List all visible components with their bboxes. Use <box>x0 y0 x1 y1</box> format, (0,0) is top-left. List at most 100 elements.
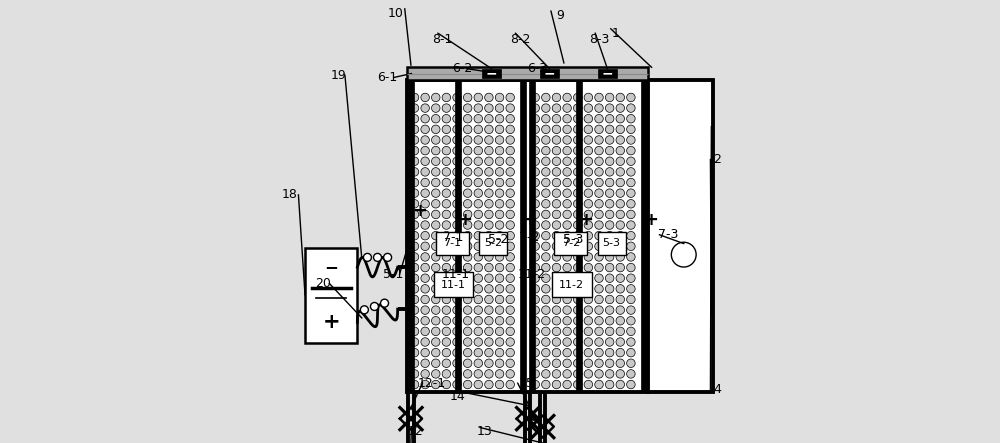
Circle shape <box>495 359 504 368</box>
Circle shape <box>627 369 635 378</box>
Circle shape <box>463 306 472 315</box>
Circle shape <box>442 359 451 368</box>
Circle shape <box>627 338 635 346</box>
Circle shape <box>463 274 472 283</box>
Circle shape <box>616 93 625 102</box>
Circle shape <box>474 221 483 229</box>
Circle shape <box>410 146 419 155</box>
Circle shape <box>410 242 419 251</box>
Circle shape <box>616 178 625 187</box>
Circle shape <box>531 369 539 378</box>
Text: −: − <box>602 66 613 81</box>
Circle shape <box>563 157 571 166</box>
Circle shape <box>595 231 603 240</box>
Circle shape <box>421 348 429 357</box>
Circle shape <box>605 348 614 357</box>
Circle shape <box>563 199 571 208</box>
Text: 19: 19 <box>330 69 346 82</box>
Circle shape <box>627 136 635 144</box>
Circle shape <box>584 114 593 123</box>
Circle shape <box>616 380 625 389</box>
Bar <box>455 80 461 392</box>
Circle shape <box>531 178 539 187</box>
Circle shape <box>584 221 593 229</box>
Text: 11-2: 11-2 <box>518 268 546 281</box>
Circle shape <box>542 242 550 251</box>
Circle shape <box>627 114 635 123</box>
Circle shape <box>453 221 461 229</box>
Circle shape <box>474 167 483 176</box>
Bar <box>598 232 626 255</box>
Circle shape <box>453 284 461 293</box>
Circle shape <box>463 125 472 134</box>
Circle shape <box>432 146 440 155</box>
Circle shape <box>474 306 483 315</box>
Circle shape <box>531 93 539 102</box>
Circle shape <box>542 295 550 304</box>
Circle shape <box>474 125 483 134</box>
Circle shape <box>495 93 504 102</box>
Circle shape <box>542 253 550 261</box>
Circle shape <box>463 242 472 251</box>
Circle shape <box>542 284 550 293</box>
Circle shape <box>485 253 493 261</box>
Circle shape <box>506 359 514 368</box>
Circle shape <box>453 380 461 389</box>
Circle shape <box>605 167 614 176</box>
Circle shape <box>671 242 696 267</box>
Circle shape <box>421 93 429 102</box>
Circle shape <box>573 316 582 325</box>
Bar <box>576 80 582 392</box>
Circle shape <box>495 125 504 134</box>
Circle shape <box>552 178 561 187</box>
Circle shape <box>463 114 472 123</box>
Circle shape <box>563 359 571 368</box>
Circle shape <box>563 189 571 198</box>
Circle shape <box>432 178 440 187</box>
Circle shape <box>595 93 603 102</box>
Circle shape <box>442 338 451 346</box>
Circle shape <box>542 104 550 113</box>
Circle shape <box>542 380 550 389</box>
Text: 9: 9 <box>556 9 564 22</box>
Circle shape <box>563 295 571 304</box>
Circle shape <box>442 146 451 155</box>
Circle shape <box>627 306 635 315</box>
Circle shape <box>485 348 493 357</box>
Circle shape <box>616 359 625 368</box>
Text: −: − <box>324 258 338 276</box>
Circle shape <box>506 380 514 389</box>
Circle shape <box>552 306 561 315</box>
Circle shape <box>495 327 504 336</box>
Circle shape <box>542 369 550 378</box>
Circle shape <box>363 253 371 261</box>
Text: −: − <box>544 66 555 81</box>
Circle shape <box>573 338 582 346</box>
Circle shape <box>506 136 514 144</box>
Text: 5-3: 5-3 <box>563 233 583 246</box>
Circle shape <box>531 114 539 123</box>
Circle shape <box>605 125 614 134</box>
Circle shape <box>573 231 582 240</box>
Circle shape <box>563 338 571 346</box>
Circle shape <box>616 157 625 166</box>
Circle shape <box>474 380 483 389</box>
Circle shape <box>616 125 625 134</box>
Circle shape <box>563 125 571 134</box>
Circle shape <box>605 327 614 336</box>
Circle shape <box>421 369 429 378</box>
Circle shape <box>442 369 451 378</box>
Circle shape <box>474 274 483 283</box>
Text: 7-1: 7-1 <box>443 230 464 244</box>
Circle shape <box>474 157 483 166</box>
Text: 11-1: 11-1 <box>442 268 470 281</box>
Circle shape <box>542 199 550 208</box>
Circle shape <box>563 104 571 113</box>
Text: 7-2: 7-2 <box>562 238 580 248</box>
Circle shape <box>531 348 539 357</box>
Circle shape <box>531 338 539 346</box>
Circle shape <box>495 306 504 315</box>
Circle shape <box>421 295 429 304</box>
Circle shape <box>627 93 635 102</box>
Circle shape <box>506 348 514 357</box>
